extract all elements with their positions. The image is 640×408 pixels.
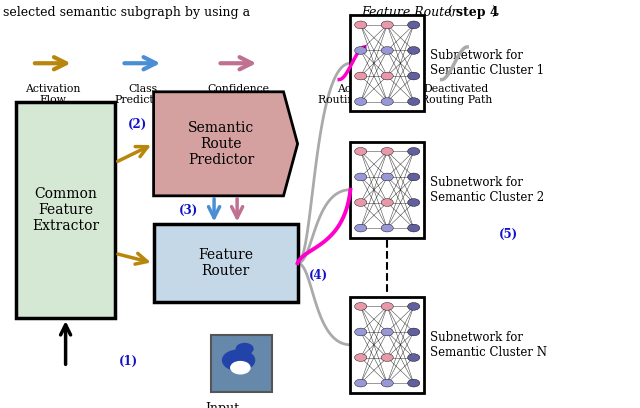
Circle shape (223, 350, 255, 370)
Text: Subnetwork for
Semantic Cluster N: Subnetwork for Semantic Cluster N (430, 331, 547, 359)
Text: ).: ). (492, 6, 500, 19)
Circle shape (355, 303, 367, 310)
Circle shape (231, 361, 250, 374)
Circle shape (381, 98, 393, 105)
Circle shape (408, 379, 420, 387)
Text: Feature
Router: Feature Router (198, 248, 253, 278)
Circle shape (408, 354, 420, 361)
Circle shape (381, 148, 393, 155)
Text: Activation
Flow: Activation Flow (26, 84, 81, 105)
Circle shape (408, 303, 420, 310)
Circle shape (381, 224, 393, 232)
Text: (: ( (444, 6, 452, 19)
Circle shape (408, 98, 420, 105)
Circle shape (408, 47, 420, 54)
Text: Feature Router: Feature Router (362, 6, 458, 19)
Text: Class
Prediction: Class Prediction (115, 84, 171, 105)
Circle shape (381, 354, 393, 361)
Text: Deactivated
Routing Path: Deactivated Routing Path (420, 84, 492, 105)
Circle shape (355, 21, 367, 29)
Circle shape (236, 344, 253, 354)
Circle shape (355, 224, 367, 232)
Circle shape (381, 328, 393, 336)
Text: (3): (3) (179, 204, 198, 217)
Text: Common
Feature
Extractor: Common Feature Extractor (32, 187, 99, 233)
Circle shape (381, 303, 393, 310)
Circle shape (355, 72, 367, 80)
Circle shape (408, 72, 420, 80)
Bar (154, 224, 298, 302)
Text: (4): (4) (309, 269, 328, 282)
Circle shape (408, 21, 420, 29)
Circle shape (381, 47, 393, 54)
Circle shape (381, 72, 393, 80)
Circle shape (355, 379, 367, 387)
Circle shape (381, 379, 393, 387)
Circle shape (408, 148, 420, 155)
Bar (351, 16, 424, 111)
Circle shape (355, 199, 367, 206)
Text: Subnetwork for
Semantic Cluster 1: Subnetwork for Semantic Cluster 1 (430, 49, 545, 77)
Circle shape (408, 173, 420, 181)
Circle shape (381, 199, 393, 206)
Text: Input: Input (205, 402, 239, 408)
Circle shape (408, 224, 420, 232)
Text: Subnetwork for
Semantic Cluster 2: Subnetwork for Semantic Cluster 2 (430, 176, 545, 204)
Circle shape (355, 328, 367, 336)
Bar (351, 142, 424, 237)
Polygon shape (154, 92, 298, 196)
Circle shape (355, 47, 367, 54)
Text: (2): (2) (128, 118, 147, 131)
Text: (5): (5) (499, 228, 518, 241)
Circle shape (355, 173, 367, 181)
Text: selected semantic subgraph by using a: selected semantic subgraph by using a (3, 6, 254, 19)
Circle shape (408, 328, 420, 336)
Text: Active
Routing Path: Active Routing Path (318, 84, 390, 105)
Circle shape (355, 354, 367, 361)
Bar (351, 297, 424, 392)
Circle shape (381, 21, 393, 29)
Circle shape (408, 199, 420, 206)
Bar (16, 102, 115, 318)
Text: step 4: step 4 (456, 6, 499, 19)
Circle shape (381, 173, 393, 181)
Text: (1): (1) (118, 355, 138, 368)
Text: Semantic
Route
Predictor: Semantic Route Predictor (188, 121, 255, 167)
Circle shape (355, 98, 367, 105)
Circle shape (355, 148, 367, 155)
Text: Confidence
Score: Confidence Score (208, 84, 269, 105)
Bar (211, 335, 272, 392)
